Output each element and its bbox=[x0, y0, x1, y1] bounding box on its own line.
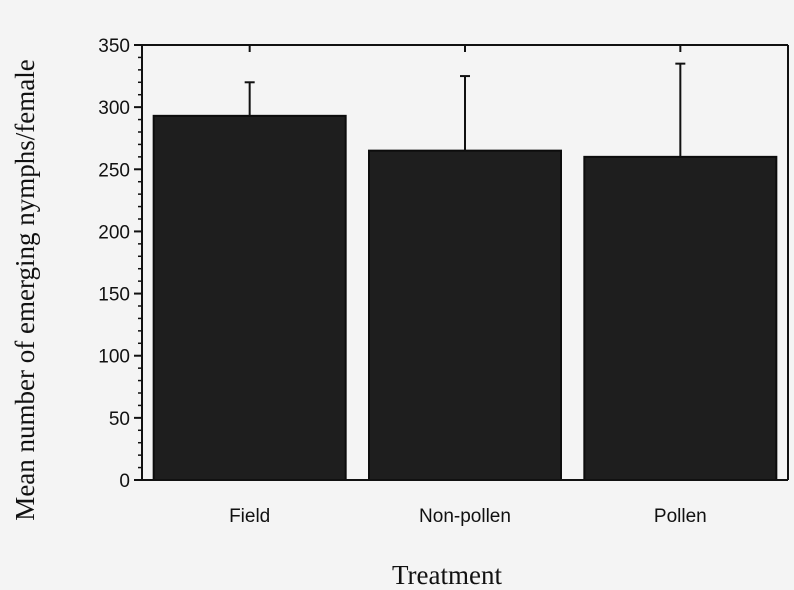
error-bars-group bbox=[244, 62, 686, 157]
y-tick-label-250: 250 bbox=[98, 160, 130, 181]
y-tick-label-350: 350 bbox=[98, 36, 130, 57]
bar-pollen bbox=[583, 155, 778, 481]
y-tick-label-200: 200 bbox=[98, 222, 130, 243]
bar-field bbox=[152, 114, 347, 481]
x-tick-label-non-pollen: Non-pollen bbox=[419, 506, 511, 527]
y-axis-title: Mean number of emerging nymphs/female bbox=[10, 59, 40, 520]
x-axis-title: Treatment bbox=[392, 560, 502, 590]
y-tick-label-100: 100 bbox=[98, 347, 130, 368]
x-tick-label-field: Field bbox=[229, 506, 270, 527]
y-tick-label-0: 0 bbox=[119, 471, 130, 492]
y-tick-label-50: 50 bbox=[109, 409, 130, 430]
bars-group bbox=[152, 114, 778, 481]
x-tick-label-pollen: Pollen bbox=[654, 506, 707, 527]
x-ticks-group: Field Non-pollen Pollen bbox=[229, 45, 707, 527]
y-tick-label-150: 150 bbox=[98, 285, 130, 306]
y-tick-label-300: 300 bbox=[98, 98, 130, 119]
bar-non-pollen bbox=[368, 149, 562, 481]
y-ticks-group: 0 50 100 150 200 250 300 350 bbox=[98, 36, 142, 492]
